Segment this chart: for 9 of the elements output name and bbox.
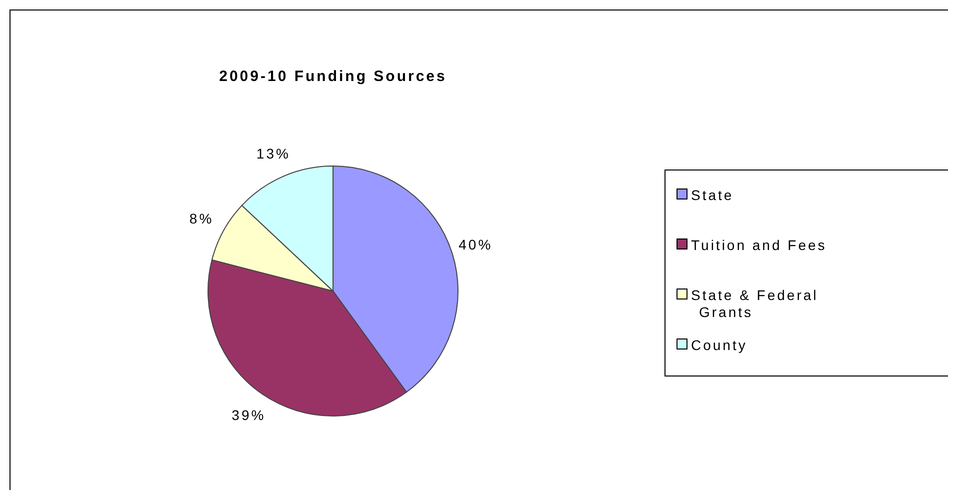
data-label: 40% [458, 236, 493, 253]
data-label: 39% [232, 407, 266, 424]
legend-label: County [691, 337, 748, 353]
legend-label: State [691, 187, 734, 203]
legend-label: State & Federal Grants [691, 287, 818, 320]
legend-label: Tuition and Fees [691, 237, 827, 253]
chart-title: 2009-10 Funding Sources [219, 68, 447, 85]
data-label: 13% [256, 145, 290, 162]
data-label: 8% [189, 210, 214, 227]
